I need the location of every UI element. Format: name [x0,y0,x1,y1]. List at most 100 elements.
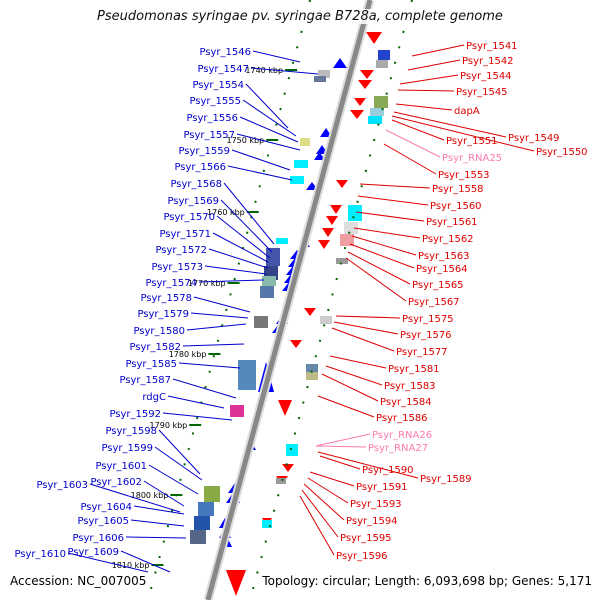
gene-label-left[interactable]: Psyr_1566 [174,162,226,173]
label-leader-line [319,455,361,470]
gene-label-right[interactable]: Psyr_1563 [418,251,470,262]
gene-label-left[interactable]: Psyr_1578 [140,293,192,304]
reverse-gene-arrow [366,32,382,44]
gene-label-right[interactable]: Psyr_1544 [460,71,512,82]
gene-label-right[interactable]: Psyr_1565 [412,280,464,291]
gene-label-right[interactable]: Psyr_1560 [430,201,482,212]
gene-block [294,160,308,168]
tick-label: 1740 kbp [245,66,283,75]
rna-label-right[interactable]: Psyr_RNA27 [368,443,428,454]
label-leader-line [143,480,185,507]
gene-label-right[interactable]: Psyr_1551 [446,136,498,147]
gene-label-right[interactable]: Psyr_1550 [536,147,588,158]
gene-label-left[interactable]: Psyr_1547 [197,64,249,75]
gene-label-right[interactable]: Psyr_1590 [362,465,414,476]
gene-block [290,176,304,184]
gene-block [254,316,268,328]
gene-label-left[interactable]: Psyr_1580 [133,326,185,337]
gene-label-left[interactable]: Psyr_1557 [183,130,235,141]
gene-label-right[interactable]: Psyr_1541 [466,41,518,52]
rna-label-right[interactable]: Psyr_RNA26 [372,430,432,441]
gene-block [194,516,210,530]
gene-label-right[interactable]: dapA [454,106,480,117]
rna-label-right[interactable]: Psyr_RNA25 [442,153,502,164]
gene-label-left[interactable]: Psyr_1582 [129,342,181,353]
gene-label-left[interactable]: Psyr_1602 [90,477,142,488]
label-leader-line [395,103,453,111]
gene-label-right[interactable]: Psyr_1553 [438,170,490,181]
gene-label-left[interactable]: Psyr_1554 [192,80,244,91]
gene-label-left[interactable]: Psyr_1569 [167,196,219,207]
gene-label-left[interactable]: Psyr_1546 [199,47,251,58]
gene-label-right[interactable]: Psyr_1596 [336,551,388,562]
reverse-gene-arrow [304,308,316,316]
gene-label-left[interactable]: Psyr_1579 [137,309,189,320]
reverse-gene-arrow [318,240,330,249]
gene-label-right[interactable]: Psyr_1561 [426,217,478,228]
gene-label-right[interactable]: Psyr_1542 [462,56,514,67]
gene-label-left[interactable]: Psyr_1573 [151,262,203,273]
label-leader-line [307,477,349,504]
gene-label-left[interactable]: Psyr_1599 [101,443,153,454]
gene-label-left[interactable]: Psyr_1604 [80,502,132,513]
gene-label-right[interactable]: Psyr_1589 [420,474,472,485]
gene-label-right[interactable]: Psyr_1558 [432,184,484,195]
gene-label-left[interactable]: Psyr_1585 [125,359,177,370]
gene-block [238,360,256,390]
gene-label-left[interactable]: rdgC [142,392,166,403]
label-leader-line [315,445,367,448]
gene-label-right[interactable]: Psyr_1586 [376,413,428,424]
label-leader-line [252,50,301,63]
gene-label-left[interactable]: Psyr_1592 [109,409,161,420]
gene-label-right[interactable]: Psyr_1562 [422,234,474,245]
gene-label-left[interactable]: Psyr_1601 [95,461,147,472]
gene-label-left[interactable]: Psyr_1605 [77,516,129,527]
gene-label-right[interactable]: Psyr_1576 [400,330,452,341]
leader-lines [67,44,535,573]
label-leader-line [399,74,459,85]
gene-label-right[interactable]: Psyr_1549 [508,133,560,144]
gene-label-left[interactable]: Psyr_1603 [36,480,88,491]
gene-label-right[interactable]: Psyr_1567 [408,297,460,308]
gene-label-left[interactable]: Psyr_1570 [163,212,215,223]
gene-label-left[interactable]: Psyr_1572 [155,245,207,256]
gene-label-right[interactable]: Psyr_1583 [384,381,436,392]
gene-block [230,405,244,417]
backbone [205,0,373,600]
label-leader-line [391,115,535,152]
gene-label-right[interactable]: Psyr_1581 [388,364,440,375]
label-leader-line [208,248,269,269]
gene-label-right[interactable]: Psyr_1595 [340,533,392,544]
gene-label-left[interactable]: Psyr_1559 [178,146,230,157]
gene-label-right[interactable]: Psyr_1575 [402,314,454,325]
label-leader-line [216,215,271,259]
label-leader-line [130,519,185,527]
label-leader-line [182,343,245,347]
gene-label-right[interactable]: Psyr_1593 [350,499,402,510]
label-leader-line [397,89,455,92]
gene-block [340,234,354,246]
gene-label-left[interactable]: Psyr_1556 [186,113,238,124]
gene-label-left[interactable]: Psyr_1609 [67,547,119,558]
gene-label-left[interactable]: Psyr_1574 [145,278,197,289]
gene-label-left[interactable]: Psyr_1568 [170,179,222,190]
tick-label: 1800 kbp [131,491,169,500]
tick-label: 1760 kbp [207,208,245,217]
label-leader-line [125,536,187,539]
gene-label-left[interactable]: Psyr_1606 [72,533,124,544]
label-leader-line [353,227,421,239]
gene-label-right[interactable]: Psyr_1594 [346,516,398,527]
gene-label-right[interactable]: Psyr_1591 [356,482,408,493]
gene-block [370,108,384,116]
gene-block [320,316,332,324]
gene-label-left[interactable]: Psyr_1610 [14,549,66,560]
gene-label-left[interactable]: Psyr_1598 [105,426,157,437]
gene-label-left[interactable]: Psyr_1571 [159,229,211,240]
gene-label-right[interactable]: Psyr_1564 [416,264,468,275]
label-leader-line [359,183,431,189]
gene-label-right[interactable]: Psyr_1584 [380,397,432,408]
gene-label-right[interactable]: Psyr_1545 [456,87,508,98]
gene-label-left[interactable]: Psyr_1587 [119,375,171,386]
gene-label-left[interactable]: Psyr_1555 [189,96,241,107]
gene-label-right[interactable]: Psyr_1577 [396,347,448,358]
